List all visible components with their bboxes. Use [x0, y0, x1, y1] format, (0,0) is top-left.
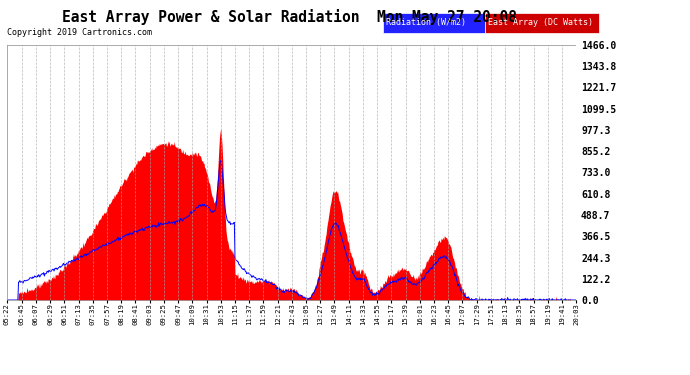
Text: Radiation (W/m2): Radiation (W/m2) [386, 18, 466, 27]
Text: East Array (DC Watts): East Array (DC Watts) [488, 18, 593, 27]
Text: East Array Power & Solar Radiation  Mon May 27 20:08: East Array Power & Solar Radiation Mon M… [62, 9, 518, 26]
Text: Copyright 2019 Cartronics.com: Copyright 2019 Cartronics.com [7, 28, 152, 37]
